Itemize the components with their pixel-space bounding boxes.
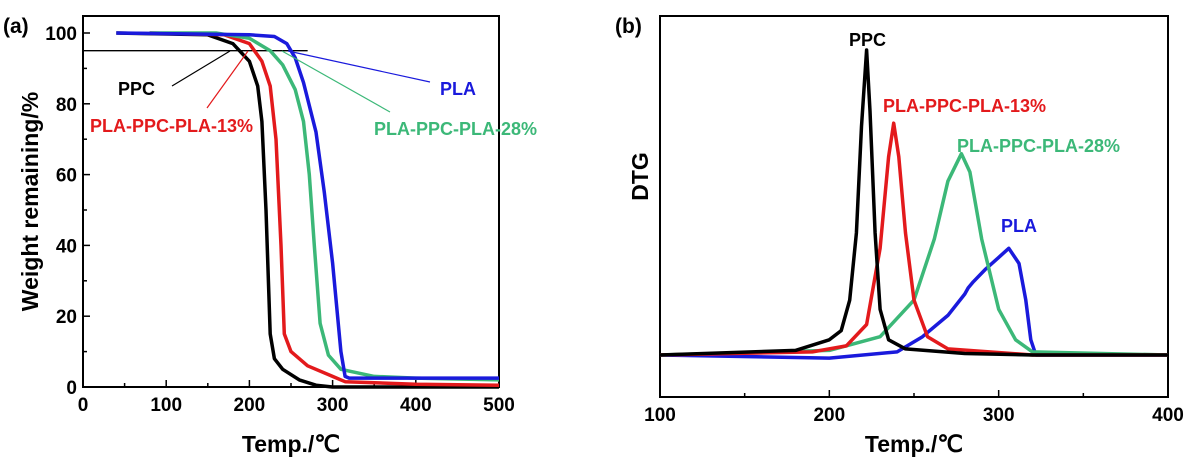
x-tick-label: 200 <box>234 395 266 416</box>
series-line-pla <box>116 31 499 380</box>
annotation-leader-line <box>281 50 391 113</box>
series-line-ppc <box>659 48 1168 357</box>
y-tick-label: 100 <box>45 24 77 45</box>
annotation-leader-line <box>171 50 231 87</box>
plot-frame <box>82 15 500 388</box>
series-label: PLA <box>440 79 476 99</box>
y-axis-label: Weight remaining/% <box>17 92 43 311</box>
annotation-leader-line <box>287 50 431 83</box>
y-tick-label: 80 <box>56 95 77 116</box>
x-tick-label: 300 <box>983 405 1015 426</box>
series-label: PLA-PPC-PLA-28% <box>957 136 1120 156</box>
x-tick-label: 400 <box>1152 405 1184 426</box>
y-tick-label: 60 <box>56 166 77 187</box>
x-tick-label: 100 <box>150 395 182 416</box>
x-tick-label: 500 <box>483 395 515 416</box>
panel-label: (a) <box>3 15 29 38</box>
y-axis-label: DTG <box>627 152 653 201</box>
x-tick-label: 300 <box>317 395 349 416</box>
y-tick-label: 40 <box>56 236 77 257</box>
series-label: PLA-PPC-PLA-13% <box>90 116 253 136</box>
series-line-pla-ppc-pla-13- <box>149 31 500 387</box>
annotation-leader-line <box>206 50 249 109</box>
series-label: PLA-PPC-PLA-13% <box>883 96 1046 116</box>
series-line-pla-ppc-pla-13- <box>659 121 1168 357</box>
x-tick-label: 200 <box>813 405 845 426</box>
x-tick-label: 0 <box>78 395 89 416</box>
series-label: PPC <box>118 79 155 99</box>
series-label: PLA <box>1001 216 1037 236</box>
series-line-pla <box>659 246 1168 360</box>
series-line-pla-ppc-pla-28- <box>149 31 500 382</box>
panel-a: 0 100 200 300 400 500 0 20 40 60 80 100 Temp./℃ Weigh… <box>3 15 537 457</box>
x-axis-label: Temp./℃ <box>865 431 963 457</box>
series-line-ppc <box>116 31 499 389</box>
panel-label: (b) <box>615 15 642 38</box>
y-tick-label: 20 <box>56 307 77 328</box>
x-axis-label: Temp./℃ <box>242 431 340 457</box>
series-label: PPC <box>849 30 886 50</box>
x-tick-label: 400 <box>400 395 432 416</box>
panel-b: 100 200 300 400 Temp./℃ DTG (b) PLA PLA-PPC-PLA-… <box>615 15 1184 457</box>
series-label: PLA-PPC-PLA-28% <box>374 119 537 139</box>
x-tick-label: 100 <box>644 405 676 426</box>
series-line-pla-ppc-pla-28- <box>659 151 1169 357</box>
y-tick-label: 0 <box>66 378 77 399</box>
